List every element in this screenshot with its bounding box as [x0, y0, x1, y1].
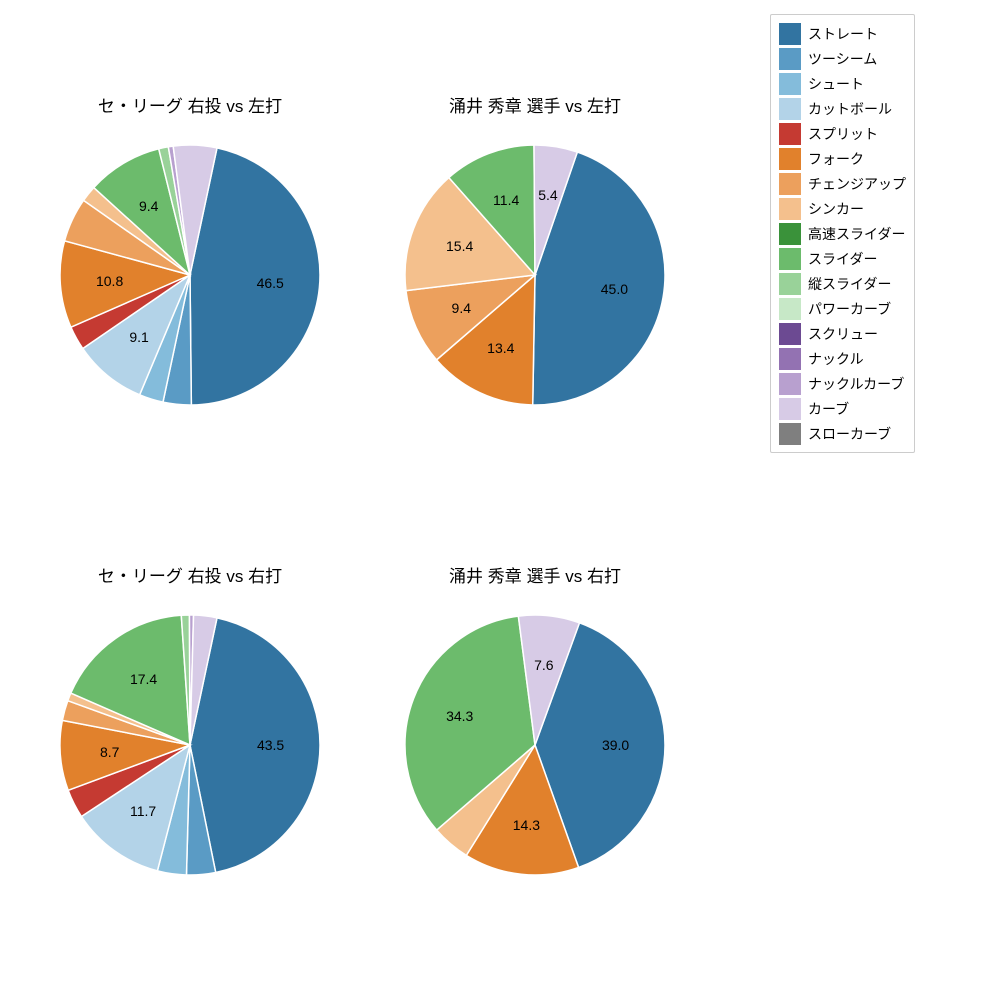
legend-row-curve: カーブ: [779, 396, 906, 421]
slice-label-bl-cutball: 11.7: [130, 803, 156, 819]
slice-label-bl-fork: 8.7: [100, 744, 119, 760]
slice-label-br-slider: 34.3: [446, 708, 473, 724]
legend-label-changeup: チェンジアップ: [808, 174, 906, 194]
slice-label-br-straight: 39.0: [602, 737, 629, 753]
slice-label-tl-fork: 10.8: [96, 273, 123, 289]
legend-row-cutball: カットボール: [779, 96, 906, 121]
slice-label-tr-straight: 45.0: [601, 281, 628, 297]
slice-label-tr-slider: 11.4: [493, 192, 519, 208]
legend-row-knuckle: ナックル: [779, 346, 906, 371]
pitch-type-legend: ストレートツーシームシュートカットボールスプリットフォークチェンジアップシンカー…: [770, 14, 915, 453]
legend-row-twoseam: ツーシーム: [779, 46, 906, 71]
legend-swatch-knuckle: [779, 348, 801, 370]
legend-label-slowcurve: スローカーブ: [808, 424, 891, 444]
legend-label-vslider: 縦スライダー: [808, 274, 891, 294]
legend-swatch-powercurve: [779, 298, 801, 320]
slice-label-br-curve: 7.6: [534, 657, 553, 673]
legend-swatch-shoot: [779, 73, 801, 95]
legend-label-knuckle: ナックル: [808, 349, 864, 369]
legend-row-knucklecurve: ナックルカーブ: [779, 371, 906, 396]
legend-row-screw: スクリュー: [779, 321, 906, 346]
legend-row-slowcurve: スローカーブ: [779, 421, 906, 446]
legend-label-hslider: 高速スライダー: [808, 224, 905, 244]
legend-label-shoot: シュート: [808, 74, 864, 94]
legend-label-knucklecurve: ナックルカーブ: [808, 374, 904, 394]
legend-label-cutball: カットボール: [808, 99, 892, 119]
legend-label-curve: カーブ: [808, 399, 849, 419]
chart-title-tr: 涌井 秀章 選手 vs 左打: [395, 92, 675, 117]
legend-row-split: スプリット: [779, 121, 906, 146]
legend-row-changeup: チェンジアップ: [779, 171, 906, 196]
legend-row-vslider: 縦スライダー: [779, 271, 906, 296]
legend-label-slider: スライダー: [808, 249, 877, 269]
legend-label-powercurve: パワーカーブ: [808, 299, 891, 319]
legend-row-straight: ストレート: [779, 21, 906, 46]
slice-label-tr-fork: 13.4: [487, 340, 514, 356]
slice-label-bl-straight: 43.5: [257, 737, 284, 753]
legend-swatch-straight: [779, 23, 801, 45]
legend-label-straight: ストレート: [808, 24, 878, 44]
slice-label-tr-changeup: 9.4: [452, 300, 471, 316]
legend-label-twoseam: ツーシーム: [808, 49, 877, 69]
legend-swatch-fork: [779, 148, 801, 170]
legend-swatch-screw: [779, 323, 801, 345]
legend-swatch-knucklecurve: [779, 373, 801, 395]
slice-label-bl-slider: 17.4: [130, 671, 157, 687]
legend-swatch-curve: [779, 398, 801, 420]
chart-title-br: 涌井 秀章 選手 vs 右打: [395, 562, 675, 587]
slice-label-tl-straight: 46.5: [257, 275, 284, 291]
slice-label-tr-curve: 5.4: [538, 187, 557, 203]
legend-row-powercurve: パワーカーブ: [779, 296, 906, 321]
legend-label-split: スプリット: [808, 124, 878, 144]
legend-swatch-slider: [779, 248, 801, 270]
legend-row-hslider: 高速スライダー: [779, 221, 906, 246]
legend-label-sinker: シンカー: [808, 199, 864, 219]
slice-label-tr-sinker: 15.4: [446, 238, 473, 254]
legend-row-shoot: シュート: [779, 71, 906, 96]
legend-swatch-cutball: [779, 98, 801, 120]
legend-row-sinker: シンカー: [779, 196, 906, 221]
chart-title-bl: セ・リーグ 右投 vs 右打: [50, 562, 330, 587]
legend-swatch-hslider: [779, 223, 801, 245]
legend-swatch-sinker: [779, 198, 801, 220]
legend-row-slider: スライダー: [779, 246, 906, 271]
legend-swatch-split: [779, 123, 801, 145]
legend-swatch-changeup: [779, 173, 801, 195]
legend-row-fork: フォーク: [779, 146, 906, 171]
legend-swatch-slowcurve: [779, 423, 801, 445]
legend-label-fork: フォーク: [808, 149, 864, 169]
legend-swatch-twoseam: [779, 48, 801, 70]
chart-title-tl: セ・リーグ 右投 vs 左打: [50, 92, 330, 117]
slice-label-tl-slider: 9.4: [139, 198, 158, 214]
slice-label-br-fork: 14.3: [513, 817, 540, 833]
slice-label-tl-cutball: 9.1: [129, 329, 148, 345]
legend-swatch-vslider: [779, 273, 801, 295]
legend-label-screw: スクリュー: [808, 324, 878, 344]
